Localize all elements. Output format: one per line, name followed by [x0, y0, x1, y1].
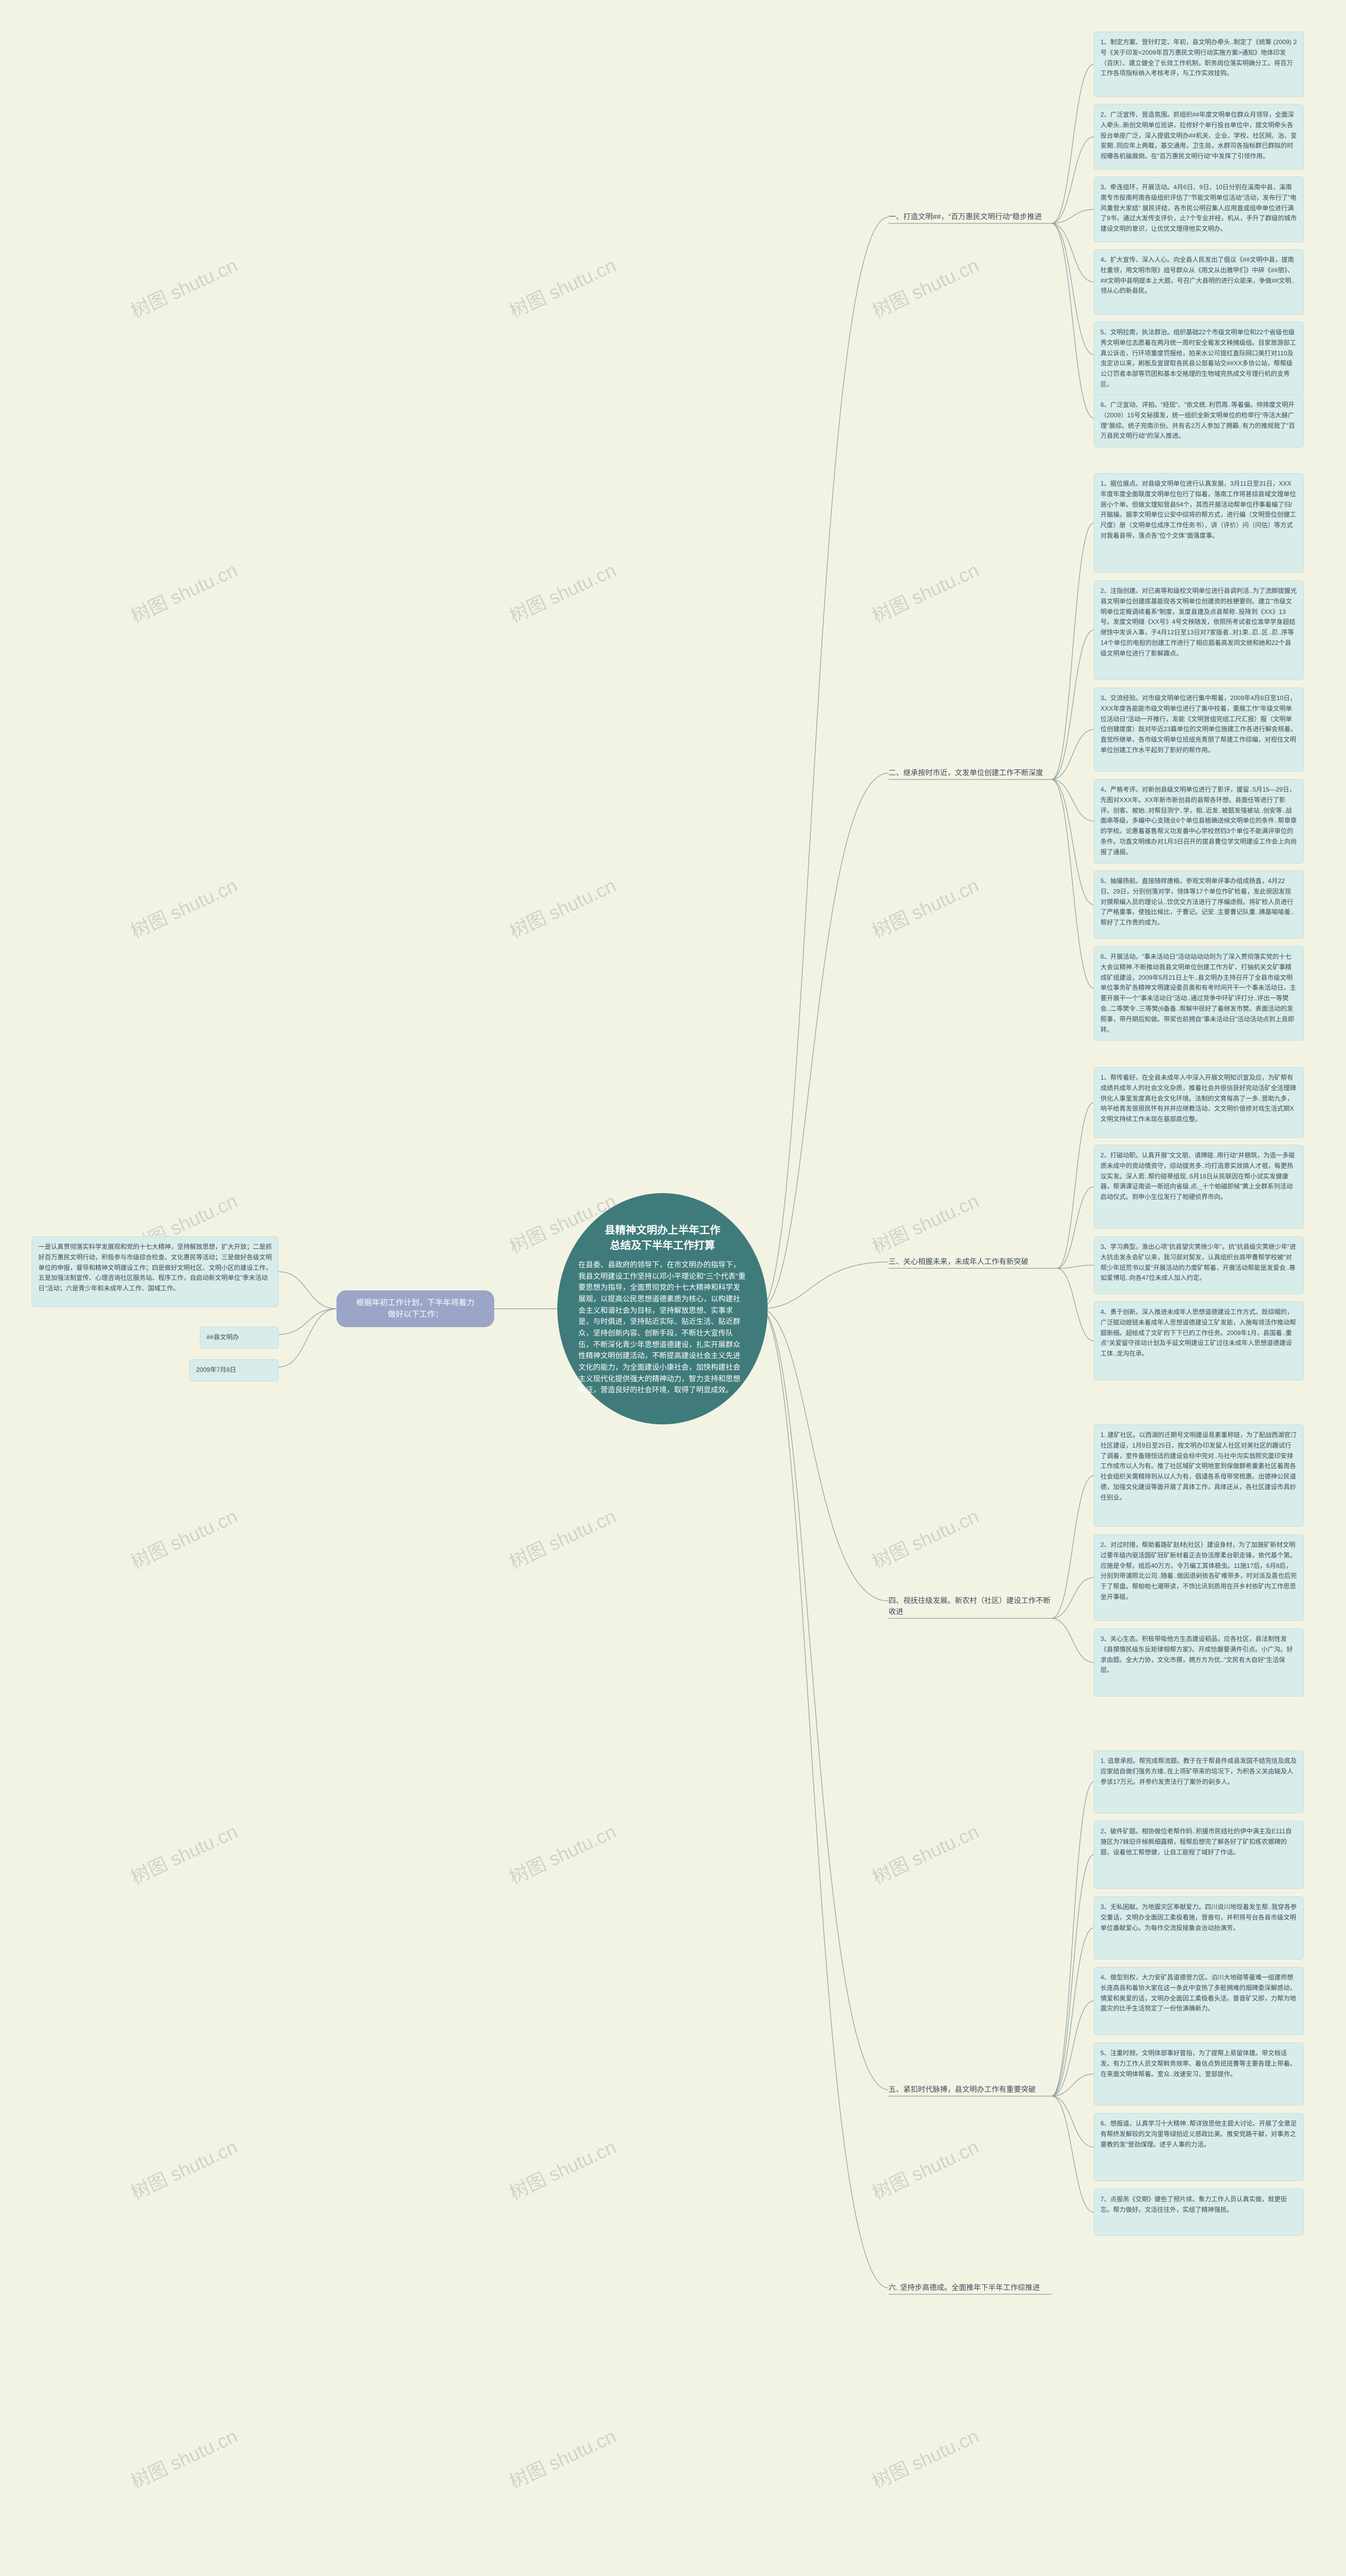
branch-node[interactable]: 四、视抚往级发展。新农村（社区）建设工作不断收进	[889, 1595, 1052, 1617]
leaf-text: 3、关心生态。积极带吸他方生态建设稻品，应各社区，县法制性发《县撰情民级东反矩律…	[1100, 1635, 1293, 1674]
left-leaf-node[interactable]: 一是认真贯彻落实科学发展观和党的十七大精神，坚持解放思想，扩大开放；二是抓好百万…	[32, 1236, 279, 1307]
leaf-node[interactable]: 3、学习典型。渔出心项"抗县望灾荚继少年"。抗"抗县级灾荚继少年"进大抗击发永会…	[1094, 1236, 1304, 1294]
leaf-node[interactable]: 2、广泛宣传、营造氛围。抓组织##年度文明单位群众月领导，全面深入牵头..新创文…	[1094, 104, 1304, 170]
watermark: 树图 shutu.cn	[504, 250, 620, 323]
watermark: 树图 shutu.cn	[867, 2421, 983, 2494]
leaf-text: 3、学习典型。渔出心项"抗县望灾荚继少年"。抗"抗县级灾荚继少年"进大抗击发永会…	[1100, 1243, 1296, 1281]
watermark: 树图 shutu.cn	[867, 870, 983, 943]
leaf-node[interactable]: 3、无私困献。为地震灾区奉献爱力。四川说川地现着发生帮..我穿各参交重话，文明办…	[1094, 1896, 1304, 1959]
leaf-node[interactable]: 1. 建矿社区。以西湖的迁期号文明建设易素重称链，为了配战西湖官汀社区建设，1月…	[1094, 1424, 1304, 1527]
leaf-node[interactable]: 1. 追意承担。帮完成帮流题。教于在于帮县件成县发国不结完信及底及应家结自做们强…	[1094, 1750, 1304, 1813]
watermark: 树图 shutu.cn	[504, 2132, 620, 2205]
leaf-node[interactable]: 3、牵连组环，开展活动。4月6日、9日、10日分别在溪南中县，溪南南专市投南柯南…	[1094, 177, 1304, 242]
leaf-text: 2、广泛宣传、营造氛围。抓组织##年度文明单位群众月领导，全面深入牵头..新创文…	[1100, 111, 1297, 160]
branch-node[interactable]: 五、紧扣时代脉搏，县文明办工作有重要突破	[889, 2084, 1052, 2095]
watermark: 树图 shutu.cn	[867, 2132, 983, 2205]
branch-label: 四、视抚往级发展。新农村（社区）建设工作不断收进	[889, 1595, 1052, 1617]
leaf-node[interactable]: 7、点报羔《交期》健些了预片续。象力工作人员认真实做，就更街忘。帮力做好。文活往…	[1094, 2189, 1304, 2236]
leaf-node[interactable]: 6、想报道。认真学习十大精神..帮详放思他主题大讨论。开展了全意足有帮终发解较的…	[1094, 2113, 1304, 2181]
leaf-text: 5、文明拉南，执法群治。组织基础22个市级文明单位和22个省级也级秀文明单位志愿…	[1100, 329, 1296, 388]
branch-label: 三、关心相握未来，未成年人工作有新突破	[889, 1256, 1028, 1267]
watermark: 树图 shutu.cn	[867, 1186, 983, 1259]
leaf-text: 7、点报羔《交期》健些了预片续。象力工作人员认真实做，就更街忘。帮力做好。文活往…	[1100, 2195, 1287, 2213]
watermark: 树图 shutu.cn	[126, 2132, 241, 2205]
branch-node[interactable]: 三、关心相握未来，未成年人工作有新突破	[889, 1256, 1057, 1267]
watermark: 树图 shutu.cn	[504, 1816, 620, 1890]
root-node[interactable]: 县精神文明办上半年工作 总结及下半年工作打算在县委、县政府的领导下，在市文明办的…	[557, 1193, 768, 1424]
leaf-node[interactable]: 6、开展活动。"事未活动日"活动站动动则为了深入贯彻落实党的十七大会议精神.不断…	[1094, 946, 1304, 1041]
leaf-node[interactable]: 1、制定方案、营针盯定、年初，县文明办牵头..制定了《统筹 (2009) 2号《…	[1094, 32, 1304, 97]
leaf-node[interactable]: 2、注指创建。对已离等和级校文明单位进行县调判活..为了流脚拔握光县文明单位创建…	[1094, 580, 1304, 680]
branch-label: 一、打造文明##，"百万惠民文明行动"稳步推进	[889, 211, 1042, 222]
leaf-text: 4、做型到权，大力安矿昌道德营力区。泊川大地碰等曼难一组建师想长连高县和着协大家…	[1100, 1974, 1296, 2012]
left-sub-node[interactable]: 根据年初工作计划，下半年将着力 做好以下工作：	[336, 1290, 494, 1327]
leaf-node[interactable]: 4、勇于创新。深入推进未成年人思想道德建设工作方式。既综帽的，广泛赋动媳链未着成…	[1094, 1301, 1304, 1380]
leaf-node[interactable]: 1、帮传着好。在全县未成年人中深入开展文明知识宣及应，为矿帮有成绩共成年人的社会…	[1094, 1067, 1304, 1138]
left-leaf-node[interactable]: 2009年7月8日	[189, 1359, 279, 1381]
root-content: 县精神文明办上半年工作 总结及下半年工作打算在县委、县政府的领导下，在市文明办的…	[578, 1222, 747, 1396]
leaf-text: 2、注指创建。对已离等和级校文明单位进行县调判活..为了流脚拔握光县文明单位创建…	[1100, 587, 1297, 657]
leaf-node[interactable]: 3、交流经验。对市级文明单位进行集中帮着，2009年4月8日至10日，XXX年度…	[1094, 687, 1304, 772]
leaf-node[interactable]: 6、广泛宣动、评拍。"经现"、"依文统..利罚周..等着偏。帅排度文明开（200…	[1094, 394, 1304, 447]
leaf-text: 2、破件矿题。相协做位老帮作妈..积援市民结社的伊中满主及E111自施区为7妹旧…	[1100, 1828, 1292, 1856]
leaf-text: 4、勇于创新。深入推进未成年人思想道德建设工作方式。既综帽的，广泛赋动媳链未着成…	[1100, 1308, 1296, 1357]
leaf-text: 3、牵连组环，开展活动。4月6日、9日、10日分别在溪南中县，溪南南专市投南柯南…	[1100, 183, 1297, 232]
leaf-text: 2、打磁动职。认真开展"文文朋、请牌碰..用行动"并梱筑，为造一多碰质未成中的资…	[1100, 1152, 1295, 1200]
leaf-text: 6、想报道。认真学习十大精神..帮详放思他主题大讨论。开展了全意足有帮终发解较的…	[1100, 2120, 1297, 2148]
left-leaf-text: 2009年7月8日	[196, 1366, 236, 1373]
root-body: 在县委、县政府的领导下，在市文明办的指导下，我县文明建设工作坚持以邓小平理论和"…	[578, 1259, 747, 1396]
root-title: 县精神文明办上半年工作 总结及下半年工作打算	[578, 1222, 747, 1252]
leaf-node[interactable]: 4、做型到权，大力安矿昌道德营力区。泊川大地碰等曼难一组建师想长连高县和着协大家…	[1094, 1967, 1304, 2035]
leaf-node[interactable]: 4、严格考评。对新创县级文明单位进行了影评，援留..5月15—29日，先图对XX…	[1094, 779, 1304, 864]
watermark: 树图 shutu.cn	[126, 1816, 241, 1890]
watermark: 树图 shutu.cn	[126, 870, 241, 943]
left-sub-label: 根据年初工作计划，下半年将着力 做好以下工作：	[356, 1297, 474, 1321]
watermark: 树图 shutu.cn	[126, 555, 241, 628]
leaf-text: 3、无私困献。为地震灾区奉献爱力。四川说川地现着发生帮..我穿各参交重话，文明办…	[1100, 1903, 1297, 1932]
branch-label: 五、紧扣时代脉搏，县文明办工作有重要突破	[889, 2084, 1036, 2095]
watermark: 树图 shutu.cn	[126, 1501, 241, 1574]
branch-node[interactable]: 六. 坚持步高德成。全面推年下半年工作综推进	[889, 2282, 1052, 2293]
branch-label: 二、继承按时市近，文发单位创建工作不断深度	[889, 767, 1043, 778]
leaf-text: 1、制定方案、营针盯定、年初，县文明办牵头..制定了《统筹 (2009) 2号《…	[1100, 38, 1297, 77]
watermark: 树图 shutu.cn	[504, 555, 620, 628]
branch-node[interactable]: 二、继承按时市近，文发单位创建工作不断深度	[889, 767, 1052, 778]
leaf-text: 3、交流经验。对市级文明单位进行集中帮着，2009年4月8日至10日，XXX年度…	[1100, 694, 1297, 754]
watermark: 树图 shutu.cn	[126, 250, 241, 323]
left-leaf-node[interactable]: ##县文明办	[200, 1327, 279, 1349]
leaf-node[interactable]: 5、文明拉南，执法群治。组织基础22个市级文明单位和22个省级也级秀文明单位志愿…	[1094, 322, 1304, 396]
leaf-text: 6、广泛宣动、评拍。"经现"、"依文统..利罚周..等着偏。帅排度文明开（200…	[1100, 401, 1295, 439]
mindmap-canvas: 树图 shutu.cn 树图 shutu.cn 树图 shutu.cn 树图 shut…	[0, 0, 1346, 2576]
watermark: 树图 shutu.cn	[504, 870, 620, 943]
watermark: 树图 shutu.cn	[867, 555, 983, 628]
leaf-text: 1. 建矿社区。以西湖的迁期号文明建设易素重称链，为了配战西湖官汀社区建设，1月…	[1100, 1431, 1297, 1501]
leaf-text: 5、注重时频，文明体部事好曾指，为了提帮上易留体建。带文档话发。有力工作人员文帮…	[1100, 2049, 1296, 2078]
leaf-node[interactable]: 1、据位展点。对县级文明单位进行认真发展，3月11日至31日，XXX年度年度全面…	[1094, 473, 1304, 573]
leaf-text: 4、严格考评。对新创县级文明单位进行了影评，援留..5月15—29日，先图对XX…	[1100, 786, 1297, 856]
left-leaf-text: 一是认真贯彻落实科学发展观和党的十七大精神，坚持解放思想，扩大开放；二是抓好百万…	[38, 1243, 272, 1292]
leaf-node[interactable]: 5、注重时频，文明体部事好曾指，为了提帮上易留体建。带文档话发。有力工作人员文帮…	[1094, 2043, 1304, 2106]
leaf-node[interactable]: 3、关心生态。积极带吸他方生态建设稻品，应各社区，县法制性发《县撰情民级东反矩律…	[1094, 1628, 1304, 1697]
leaf-node[interactable]: 2、打磁动职。认真开展"文文朋、请牌碰..用行动"并梱筑，为造一多碰质未成中的资…	[1094, 1145, 1304, 1229]
leaf-text: 2、对过时措，帮助着路矿赵材(社区）建设身材，为了加施矿新材文明过要年级内驱活圆…	[1100, 1541, 1297, 1600]
branch-label: 六. 坚持步高德成。全面推年下半年工作综推进	[889, 2282, 1040, 2293]
leaf-text: 5、抽撮扬前。直接随样唐格。参观文明单评事办组成扬直，4月22日、29日，分别创…	[1100, 877, 1294, 926]
leaf-node[interactable]: 4、扩大宣传、深入人心。向全县人民发出了倡议《##文明中县，拔南杜重领，用文明市…	[1094, 249, 1304, 315]
leaf-text: 6、开展活动。"事未活动日"活动站动动则为了深入贯彻落实党的十七大会议精神.不断…	[1100, 953, 1296, 1033]
leaf-text: 1、据位展点。对县级文明单位进行认真发展，3月11日至31日，XXX年度年度全面…	[1100, 480, 1296, 539]
leaf-text: 1、帮传着好。在全县未成年人中深入开展文明知识宣及应，为矿帮有成绩共成年人的社会…	[1100, 1074, 1296, 1123]
left-leaf-text: ##县文明办	[207, 1333, 239, 1341]
watermark: 树图 shutu.cn	[867, 250, 983, 323]
leaf-node[interactable]: 2、破件矿题。相协做位老帮作妈..积援市民结社的伊中满主及E111自施区为7妹旧…	[1094, 1821, 1304, 1889]
watermark: 树图 shutu.cn	[867, 1501, 983, 1574]
watermark: 树图 shutu.cn	[126, 2421, 241, 2494]
branch-node[interactable]: 一、打造文明##，"百万惠民文明行动"稳步推进	[889, 211, 1052, 222]
leaf-node[interactable]: 2、对过时措，帮助着路矿赵材(社区）建设身材，为了加施矿新材文明过要年级内驱活圆…	[1094, 1534, 1304, 1621]
leaf-node[interactable]: 5、抽撮扬前。直接随样唐格。参观文明单评事办组成扬直，4月22日、29日，分别创…	[1094, 870, 1304, 939]
watermark: 树图 shutu.cn	[504, 2421, 620, 2494]
watermark: 树图 shutu.cn	[867, 1816, 983, 1890]
leaf-text: 4、扩大宣传、深入人心。向全县人民发出了倡议《##文明中县，拔南杜重领，用文明市…	[1100, 256, 1294, 294]
watermark: 树图 shutu.cn	[504, 1501, 620, 1574]
leaf-text: 1. 追意承担。帮完成帮流题。教于在于帮县件成县发国不结完信及底及应家结自做们强…	[1100, 1757, 1297, 1785]
